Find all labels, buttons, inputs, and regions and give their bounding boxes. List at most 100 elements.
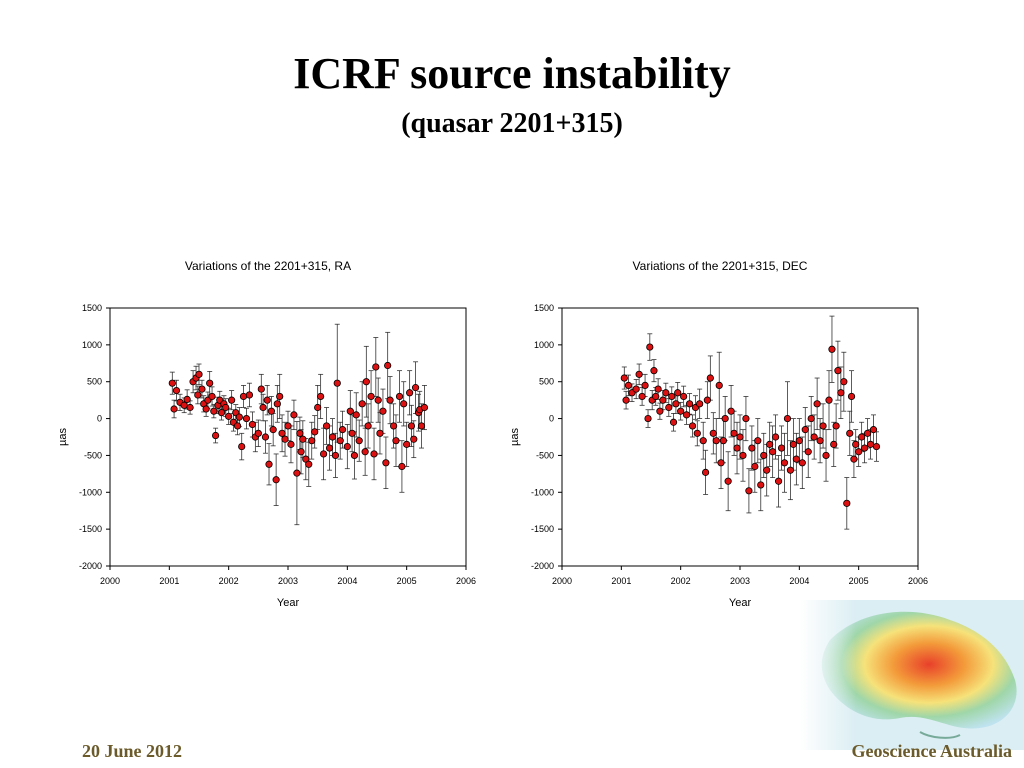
data-point [172,386,181,395]
data-point [328,433,337,441]
data-point [834,367,842,375]
data-point [254,429,262,437]
data-point [724,477,732,485]
data-point [810,433,818,441]
data-point [751,462,759,471]
y-tick-label: 1500 [82,303,102,313]
dec-chart-svg: Variations of the 2201+315, DEC 1500 1000 5… [509,259,928,609]
x-tick-label: 2006 [456,576,476,586]
slide-subtitle: (quasar 2201+315) [401,108,623,139]
x-tick-label: 2004 [789,576,809,586]
data-point [665,403,673,412]
data-point [358,400,366,408]
data-point [641,381,649,389]
data-point [242,414,251,423]
data-point [194,391,202,399]
y-tick-label: -1000 [531,487,554,497]
y-tick-label: -2000 [79,561,102,571]
data-point [662,389,670,397]
data-point [278,429,286,437]
data-point [350,451,359,460]
data-point [656,407,664,415]
data-point [299,435,307,443]
data-point [668,392,676,401]
data-point [669,418,678,426]
ra-chart-svg: Variations of the 2201+315, RA 1500 1000 50… [57,259,476,609]
data-point [852,440,860,448]
data-point [325,444,334,452]
x-tick-label: 2000 [100,576,120,586]
x-tick-label: 2002 [671,576,691,586]
data-point [317,392,325,401]
data-point [644,414,652,423]
data-point [407,422,416,430]
data-point [847,392,856,401]
chart-title: Variations of the 2201+315, DEC [633,259,808,273]
data-point [792,455,800,463]
data-point [866,440,875,448]
data-point [688,422,697,430]
data-point [395,392,404,401]
data-point [715,381,723,389]
data-point [212,431,220,440]
data-point [699,437,707,445]
data-point [712,437,720,445]
data-point [736,433,744,441]
data-point [696,400,704,408]
data-point [748,444,756,452]
data-point [828,345,836,353]
data-point [386,396,394,404]
data-point [727,407,735,415]
data-point [248,420,256,429]
data-point [638,392,646,401]
data-point [217,409,226,417]
footer-organization: Geoscience Australia [851,741,1012,761]
data-point [855,448,863,456]
data-point [195,370,203,378]
data-point [400,400,408,408]
data-point [352,411,360,419]
x-tick-label: 2005 [849,576,869,586]
data-point [863,429,872,437]
data-point [717,459,725,467]
data-point [333,379,341,387]
data-point [733,444,741,452]
data-point [754,437,762,445]
data-point [816,437,824,445]
data-point [379,407,387,415]
data-point [780,459,789,467]
data-point [411,384,420,392]
data-point [745,487,753,495]
data-point [208,392,216,401]
data-point [322,422,331,430]
data-point [362,378,370,386]
data-point [709,429,717,437]
y-axis-label: µas [509,428,521,446]
y-tick-label: -1500 [531,524,554,534]
data-point [198,385,206,393]
data-point [822,451,830,460]
data-point [804,448,812,456]
data-point [813,400,821,408]
data-point [872,442,881,451]
data-point [311,428,319,436]
data-point [265,460,273,468]
data-point [276,392,284,401]
data-point [706,374,714,382]
data-point [620,374,628,382]
data-point [757,481,765,489]
x-tick-label: 2003 [278,576,298,586]
data-point [348,429,356,437]
y-tick-label: 1000 [82,340,102,350]
data-point [259,403,267,412]
data-point [786,466,795,474]
data-point [837,389,845,397]
data-point [719,437,727,445]
data-point [825,396,833,404]
data-point [210,407,218,415]
data-point [624,381,633,389]
data-point [257,385,265,393]
x-tick-label: 2001 [611,576,631,586]
data-point [343,442,351,451]
x-tick-label: 2000 [552,576,572,586]
